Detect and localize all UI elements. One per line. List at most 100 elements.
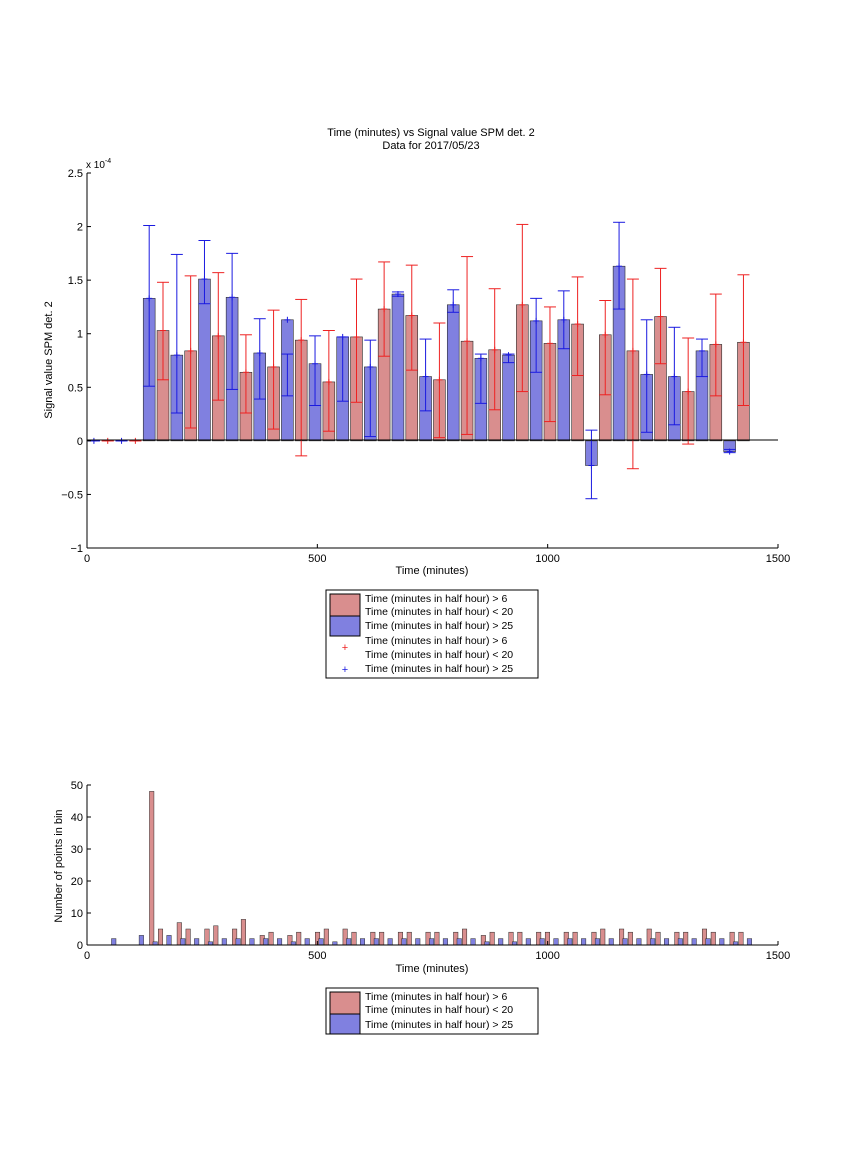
signal-tick-labels: 0 500 1000 1500 −1 −0.5 0 0.5 1 1.5 2 2.5 xyxy=(61,168,790,565)
signal-legend: + + Time (minutes in half hour) > 6 Time… xyxy=(325,589,539,679)
count-axes xyxy=(86,785,778,946)
blue-count-bar xyxy=(387,938,393,946)
red-count-bar xyxy=(710,931,716,946)
red-count-bar xyxy=(738,931,744,946)
red-count-bar xyxy=(149,791,155,946)
blue-count-bar xyxy=(581,938,587,946)
x-tick-label: 0 xyxy=(84,950,90,962)
red-count-bar xyxy=(296,931,302,946)
blue-count-bar xyxy=(401,938,407,946)
count-legend: Time (minutes in half hour) > 6 Time (mi… xyxy=(325,987,539,1035)
blue-count-bar xyxy=(442,938,448,946)
blue-count-bar xyxy=(318,938,324,946)
y-tick-label: 50 xyxy=(71,780,83,792)
blue-count-bar xyxy=(539,938,545,946)
red-count-bar xyxy=(213,925,219,946)
blue-series-bar xyxy=(446,304,460,442)
blue-count-bar xyxy=(415,938,421,946)
blue-count-bar xyxy=(235,938,241,946)
count-chart: 0 500 1000 1500 0 10 20 30 40 50 Time (minutes) N… xyxy=(53,780,790,975)
blue-count-bar xyxy=(373,938,379,946)
red-count-bar xyxy=(683,931,689,946)
legend-box xyxy=(325,987,539,1035)
signal-plot-area xyxy=(87,221,750,500)
chart-title: Time (minutes) vs Signal value SPM det. … xyxy=(327,127,534,139)
y-axis-label: Signal value SPM det. 2 xyxy=(43,301,55,418)
y-tick-label: 1 xyxy=(77,329,83,341)
legend-entry: Time (minutes in half hour) > 25 xyxy=(365,1019,513,1031)
red-count-bar xyxy=(627,931,633,946)
y-tick-label: −0.5 xyxy=(61,489,83,501)
legend-swatch-red xyxy=(329,991,361,1015)
blue-count-bar xyxy=(249,938,255,946)
red-count-bar xyxy=(379,931,385,946)
count-plot-area xyxy=(111,791,752,946)
red-count-bar xyxy=(323,928,329,946)
y-exponent-label: x 10-4 xyxy=(86,158,111,171)
red-count-bar xyxy=(572,931,578,946)
blue-count-bar xyxy=(221,938,227,946)
blue-count-bar xyxy=(498,938,504,946)
red-count-bar xyxy=(406,931,412,946)
red-count-bar xyxy=(462,928,468,946)
red-count-bar xyxy=(240,919,246,946)
blue-count-bar xyxy=(359,938,365,946)
legend-entry: Time (minutes in half hour) < 20 xyxy=(365,606,513,618)
blue-count-bar xyxy=(664,938,670,946)
blue-count-bar xyxy=(346,938,352,946)
blue-count-bar xyxy=(650,938,656,946)
legend-entry: Time (minutes in half hour) > 25 xyxy=(365,663,513,675)
blue-count-bar xyxy=(304,938,310,946)
blue-count-bar xyxy=(567,938,573,946)
blue-count-bar xyxy=(470,938,476,946)
blue-count-bar xyxy=(553,938,559,946)
legend-red-plus-icon: + xyxy=(342,642,348,654)
y-tick-label: 0 xyxy=(77,436,83,448)
red-count-bar xyxy=(268,931,274,946)
y-tick-label: 20 xyxy=(71,876,83,888)
blue-count-bar xyxy=(456,938,462,946)
y-tick-label: 30 xyxy=(71,844,83,856)
y-tick-label: 1.5 xyxy=(68,275,83,287)
x-axis-label: Time (minutes) xyxy=(396,963,469,975)
y-tick-label: 2 xyxy=(77,222,83,234)
signal-chart: Time (minutes) vs Signal value SPM det. … xyxy=(43,127,790,577)
y-tick-label: −1 xyxy=(70,543,83,555)
legend-swatch-blue xyxy=(329,1013,361,1035)
y-axis-label: Number of points in bin xyxy=(53,809,65,922)
x-tick-label: 500 xyxy=(308,553,326,565)
blue-count-bar xyxy=(194,938,200,946)
legend-swatch-blue xyxy=(329,615,361,637)
red-count-bar xyxy=(517,931,523,946)
x-tick-label: 1500 xyxy=(766,553,790,565)
blue-count-bar xyxy=(705,938,711,946)
red-count-bar xyxy=(185,928,191,946)
blue-count-bar xyxy=(594,938,600,946)
x-tick-label: 1000 xyxy=(535,553,559,565)
legend-entry: Time (minutes in half hour) > 25 xyxy=(365,620,513,632)
blue-count-bar xyxy=(746,938,752,946)
red-count-bar xyxy=(434,931,440,946)
blue-count-bar xyxy=(429,938,435,946)
chart-subtitle: Data for 2017/05/23 xyxy=(382,140,479,152)
legend-entry: Time (minutes in half hour) > 6 xyxy=(365,635,507,647)
blue-count-bar xyxy=(263,938,269,946)
blue-count-bar xyxy=(719,938,725,946)
count-tick-labels: 0 500 1000 1500 0 10 20 30 40 50 xyxy=(71,780,790,962)
x-tick-label: 500 xyxy=(308,950,326,962)
legend-swatch-red xyxy=(329,593,361,617)
legend-entry: Time (minutes in half hour) < 20 xyxy=(365,649,513,661)
blue-count-bar xyxy=(525,938,531,946)
blue-count-bar xyxy=(138,935,144,946)
blue-series-bar xyxy=(391,293,405,442)
y-tick-label: 2.5 xyxy=(68,168,83,180)
y-tick-label: 10 xyxy=(71,908,83,920)
red-count-bar xyxy=(655,931,661,946)
blue-series-bar xyxy=(502,354,515,442)
red-count-bar xyxy=(600,928,606,946)
blue-count-bar xyxy=(180,938,186,946)
y-tick-label: 0.5 xyxy=(68,382,83,394)
blue-count-bar xyxy=(636,938,642,946)
y-tick-label: 40 xyxy=(71,812,83,824)
